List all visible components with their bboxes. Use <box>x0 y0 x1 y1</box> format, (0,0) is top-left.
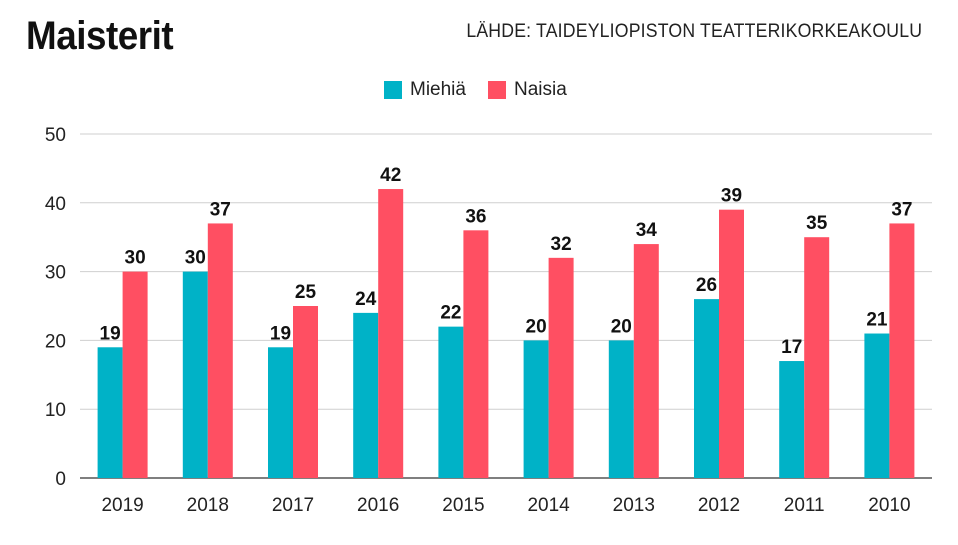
bar-naisia-2015 <box>463 230 489 478</box>
data-label-miehia-2012: 26 <box>696 275 717 296</box>
bar-miehia-2010 <box>864 333 890 478</box>
bar-naisia-2017 <box>293 306 318 478</box>
data-label-miehia-2018: 30 <box>185 248 206 269</box>
data-label-miehia-2010: 21 <box>866 310 888 331</box>
data-label-miehia-2019: 19 <box>100 323 121 344</box>
y-tick-label-50: 50 <box>45 125 66 146</box>
bar-miehia-2013 <box>608 340 634 478</box>
x-tick-label-2016: 2016 <box>357 495 399 516</box>
legend-swatch-miehia <box>384 81 402 99</box>
source-note: LÄHDE: TAIDEYLIOPISTON TEATTERIKORKEAKOU… <box>466 21 922 42</box>
x-tick-label-2019: 2019 <box>101 495 143 516</box>
data-label-miehia-2017: 19 <box>270 323 291 344</box>
bar-miehia-2018 <box>182 271 208 478</box>
y-tick-label-30: 30 <box>45 263 66 284</box>
legend-item-miehia: Miehiä <box>384 79 466 101</box>
legend: Miehiä Naisia <box>384 78 589 102</box>
bar-naisia-2010 <box>889 223 915 478</box>
x-tick-label-2012: 2012 <box>698 495 740 516</box>
bar-naisia-2012 <box>719 209 744 478</box>
data-label-miehia-2014: 20 <box>526 316 547 337</box>
y-tick-label-20: 20 <box>45 331 66 352</box>
chart-title: Maisterit <box>26 14 174 58</box>
data-label-naisia-2012: 39 <box>721 186 742 207</box>
data-label-naisia-2019: 30 <box>125 248 146 269</box>
bar-miehia-2014 <box>523 340 549 478</box>
bar-miehia-2017 <box>268 347 293 478</box>
legend-item-naisia: Naisia <box>487 79 567 101</box>
bar-miehia-2019 <box>97 347 123 478</box>
data-label-naisia-2015: 36 <box>465 206 486 227</box>
legend-label-naisia: Naisia <box>513 79 567 100</box>
legend-swatch-naisia <box>487 81 506 99</box>
legend-label-miehia: Miehiä <box>410 79 466 100</box>
bar-naisia-2013 <box>633 244 659 478</box>
data-label-naisia-2018: 37 <box>210 199 231 220</box>
x-tick-label-2015: 2015 <box>442 495 484 516</box>
bar-miehia-2011 <box>779 361 805 478</box>
y-tick-label-10: 10 <box>45 400 66 421</box>
bar-miehia-2012 <box>694 299 719 478</box>
data-label-miehia-2013: 20 <box>611 316 632 337</box>
x-tick-label-2017: 2017 <box>272 495 314 516</box>
data-label-naisia-2016: 42 <box>380 165 401 186</box>
data-label-miehia-2015: 22 <box>440 303 461 324</box>
x-tick-label-2014: 2014 <box>527 495 570 516</box>
x-tick-label-2011: 2011 <box>784 495 825 516</box>
data-label-naisia-2017: 25 <box>295 282 317 303</box>
bar-naisia-2018 <box>207 223 233 478</box>
x-tick-label-2013: 2013 <box>613 495 655 516</box>
data-label-miehia-2016: 24 <box>355 289 377 310</box>
data-label-naisia-2013: 34 <box>636 220 658 241</box>
y-tick-label-40: 40 <box>45 194 66 215</box>
bar-naisia-2016 <box>378 189 404 479</box>
bar-naisia-2019 <box>122 271 148 478</box>
y-tick-label-0: 0 <box>55 469 66 490</box>
data-label-naisia-2014: 32 <box>551 234 572 255</box>
x-tick-label-2018: 2018 <box>187 495 229 516</box>
data-label-naisia-2011: 35 <box>806 213 828 234</box>
bar-naisia-2014 <box>548 257 574 478</box>
bar-miehia-2016 <box>353 312 379 478</box>
data-label-miehia-2011: 17 <box>781 337 802 358</box>
data-label-naisia-2010: 37 <box>891 199 912 220</box>
bar-naisia-2011 <box>804 237 830 478</box>
bar-miehia-2015 <box>438 326 464 478</box>
x-tick-label-2010: 2010 <box>868 495 910 516</box>
